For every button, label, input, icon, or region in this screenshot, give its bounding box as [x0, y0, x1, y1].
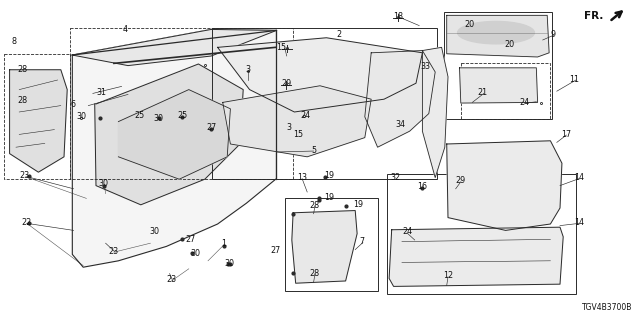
Text: 5: 5	[311, 146, 316, 155]
Bar	[70, 28, 293, 179]
Text: 30: 30	[154, 114, 164, 123]
Polygon shape	[447, 141, 562, 230]
Text: 15: 15	[276, 43, 287, 52]
Bar	[285, 198, 378, 291]
Text: 18: 18	[393, 12, 403, 20]
Text: 30: 30	[190, 249, 200, 258]
Text: 25: 25	[177, 111, 188, 120]
Text: 17: 17	[561, 130, 572, 139]
Ellipse shape	[458, 21, 534, 44]
Bar	[387, 174, 576, 294]
Text: 27: 27	[206, 123, 216, 132]
Text: 11: 11	[569, 75, 579, 84]
Text: 28: 28	[17, 96, 28, 105]
Text: 8: 8	[12, 37, 17, 46]
Text: TGV4B3700B: TGV4B3700B	[582, 303, 632, 312]
Text: 20: 20	[464, 20, 474, 29]
Polygon shape	[72, 29, 276, 267]
Text: 24: 24	[520, 98, 530, 107]
Text: 2: 2	[337, 30, 342, 39]
Text: 34: 34	[395, 120, 405, 129]
Text: 7: 7	[360, 237, 365, 246]
Text: 23: 23	[109, 247, 119, 256]
Polygon shape	[460, 68, 538, 103]
Text: 31: 31	[96, 88, 106, 97]
Text: 28: 28	[17, 65, 28, 74]
Text: 27: 27	[270, 246, 280, 255]
Text: 21: 21	[477, 88, 488, 97]
Polygon shape	[422, 47, 448, 178]
Text: 28: 28	[310, 269, 320, 278]
Text: 19: 19	[324, 193, 334, 202]
Text: 23: 23	[166, 276, 177, 284]
Bar	[4, 54, 70, 179]
Polygon shape	[10, 70, 67, 172]
Text: 22: 22	[22, 218, 32, 227]
Polygon shape	[389, 227, 563, 286]
Text: FR.: FR.	[584, 11, 604, 21]
Polygon shape	[72, 29, 276, 66]
Text: 14: 14	[574, 173, 584, 182]
Text: 29: 29	[456, 176, 466, 185]
Text: 23: 23	[19, 171, 29, 180]
Text: 3: 3	[246, 65, 251, 74]
Text: 9: 9	[550, 30, 556, 39]
Text: 28: 28	[310, 201, 320, 210]
Bar	[444, 12, 552, 119]
Text: 13: 13	[297, 173, 307, 182]
Text: 30: 30	[76, 112, 86, 121]
Text: 29: 29	[281, 79, 291, 88]
Text: 16: 16	[417, 182, 428, 191]
Text: 15: 15	[293, 130, 303, 139]
Text: 4: 4	[122, 25, 127, 34]
Text: 27: 27	[186, 235, 196, 244]
Text: 12: 12	[443, 271, 453, 280]
Text: 33: 33	[420, 62, 431, 71]
Bar	[461, 63, 550, 119]
Polygon shape	[365, 51, 435, 147]
Text: 25: 25	[134, 111, 145, 120]
Text: 30: 30	[99, 180, 109, 188]
Polygon shape	[118, 90, 230, 179]
Polygon shape	[292, 211, 357, 283]
Text: 30: 30	[150, 228, 160, 236]
Polygon shape	[95, 64, 243, 205]
Text: 19: 19	[324, 171, 334, 180]
Polygon shape	[218, 38, 422, 112]
Text: 20: 20	[504, 40, 515, 49]
Text: 6: 6	[70, 100, 76, 108]
Text: 19: 19	[353, 200, 364, 209]
Bar	[212, 28, 437, 179]
Text: 30: 30	[224, 260, 234, 268]
Polygon shape	[223, 86, 371, 157]
Text: 3: 3	[287, 123, 292, 132]
Text: 32: 32	[390, 173, 401, 182]
Text: 24: 24	[402, 228, 412, 236]
Text: 1: 1	[221, 239, 227, 248]
Text: 14: 14	[574, 218, 584, 227]
Text: 24: 24	[301, 111, 311, 120]
Polygon shape	[447, 15, 549, 57]
